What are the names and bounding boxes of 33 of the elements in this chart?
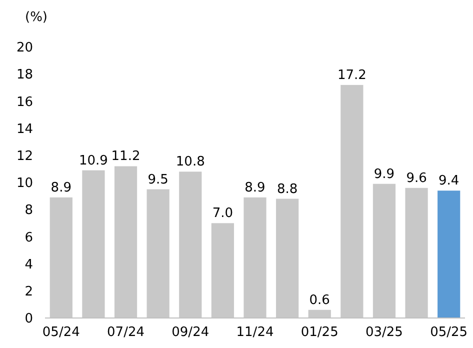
- data-label: 8.9: [50, 180, 72, 196]
- data-label: 9.4: [438, 174, 460, 189]
- x-tick-label: 03/25: [365, 325, 403, 340]
- y-tick-label: 10: [16, 176, 33, 192]
- data-label: 8.9: [244, 180, 266, 196]
- x-tick-label: 07/24: [107, 325, 145, 340]
- data-label: 17.2: [337, 68, 366, 83]
- x-tick-label: 01/25: [300, 325, 338, 340]
- y-tick-label: 0: [24, 312, 33, 327]
- data-label: 0.6: [309, 292, 330, 308]
- y-tick-label: 12: [16, 148, 33, 164]
- y-tick-label: 4: [24, 257, 33, 272]
- data-label: 10.9: [78, 153, 108, 168]
- y-axis-title: (%): [25, 10, 48, 25]
- y-tick-label: 18: [16, 68, 33, 83]
- x-tick-label: 05/25: [430, 325, 468, 340]
- y-tick-label: 14: [16, 122, 33, 137]
- x-tick-label: 05/24: [42, 325, 80, 340]
- y-tick-label: 8: [24, 203, 33, 218]
- y-tick-label: 20: [16, 40, 33, 56]
- y-tick-label: 6: [24, 230, 33, 246]
- data-label: 9.9: [374, 166, 395, 182]
- data-label: 9.5: [148, 172, 168, 188]
- x-tick-label: 11/24: [236, 325, 274, 340]
- data-label: 7.0: [212, 206, 234, 222]
- y-tick-label: 2: [24, 284, 33, 300]
- bar: [438, 190, 460, 318]
- data-label: 11.2: [111, 149, 140, 164]
- data-label: 10.8: [176, 154, 205, 170]
- data-label: 8.8: [276, 182, 298, 197]
- y-tick-label: 16: [16, 94, 33, 110]
- data-label: 9.6: [406, 170, 427, 186]
- x-tick-label: 09/24: [172, 325, 210, 340]
